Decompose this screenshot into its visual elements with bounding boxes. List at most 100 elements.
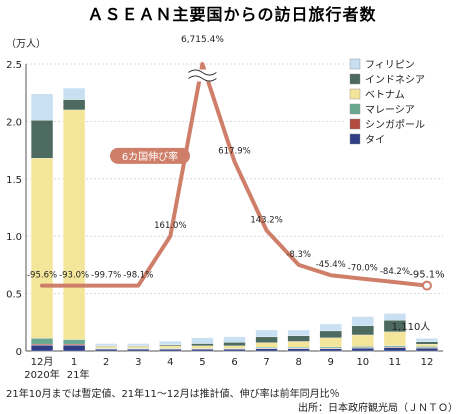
bar-segment <box>159 341 182 345</box>
legend-label: シンガポール <box>365 119 425 131</box>
bar-segment <box>191 349 214 352</box>
x-tick-label: 8 <box>295 357 301 368</box>
legend-swatch <box>349 58 361 70</box>
bar-segment <box>383 331 406 346</box>
axis-break-mark <box>188 69 217 76</box>
growth-line-labels: -95.6% -93.0% -99.7% -98.1% 161.0% 6,715.4% 61… <box>27 35 445 281</box>
legend-background <box>344 56 454 152</box>
legend-label: ベトナム <box>365 89 405 101</box>
bar-segment <box>127 349 150 352</box>
bar-segment <box>30 120 54 159</box>
source-note: 出所：日本政府観光局（ＪＮＴＯ） <box>298 401 458 414</box>
x-tick-label: 11 <box>389 357 402 368</box>
bar-segment <box>383 347 406 352</box>
bar-segment <box>415 347 439 352</box>
bar-segment <box>191 345 214 349</box>
y-tick-labels: 0 0.5 1.0 1.5 2.0 2.5 <box>6 60 22 358</box>
legend-label: フィリピン <box>365 59 415 71</box>
growth-rate-label: -8.3% <box>286 250 311 260</box>
legend-swatch <box>349 133 361 145</box>
bar-segment <box>415 343 439 347</box>
y-tick-label: 2.0 <box>6 117 22 128</box>
bar-segment <box>351 325 374 336</box>
legend-label: インドネシア <box>365 74 425 86</box>
bar-segment <box>30 157 54 339</box>
bar-segment <box>159 345 182 349</box>
y-tick-label: 1.5 <box>6 175 22 186</box>
x-year-label: 2020年 <box>24 368 59 381</box>
bar-segment <box>95 346 118 349</box>
bar-segment <box>319 337 342 348</box>
growth-line-end-marker <box>421 280 432 291</box>
bar-segment <box>255 329 278 338</box>
y-tick-label: 2.5 <box>6 60 22 71</box>
bar-segment <box>351 334 374 347</box>
last-bar-label: 1,110人 <box>392 321 431 333</box>
bar-segment <box>351 346 374 348</box>
bar-segment <box>223 342 246 346</box>
bar-segment <box>63 339 86 345</box>
x-year-label: 21年 <box>67 368 90 381</box>
bar-segment <box>63 343 86 346</box>
legend-swatch <box>349 73 361 85</box>
x-tick-label: 7 <box>263 357 269 368</box>
bar-segment <box>63 345 86 352</box>
legend-label: マレーシア <box>365 105 415 116</box>
x-tick-label: 12月 <box>31 356 54 368</box>
bar-segment <box>287 341 310 348</box>
growth-rate-label: -45.4% <box>316 260 346 270</box>
growth-rate-label: -95.1% <box>409 270 444 281</box>
x-tick-label: 5 <box>199 357 205 368</box>
bar-segment <box>383 345 406 348</box>
bar-segment <box>95 343 118 346</box>
bar-segment <box>159 349 182 352</box>
growth-rate-label: -99.7% <box>91 271 121 281</box>
bar-segment <box>95 349 118 352</box>
bar-segment <box>319 348 342 352</box>
bar-segment <box>319 330 342 338</box>
growth-line-path <box>40 62 429 288</box>
growth-line-label-badge <box>110 147 190 164</box>
y-tick-label: 0.5 <box>6 290 22 301</box>
bar-segment <box>223 345 246 349</box>
bar-segment <box>63 99 86 111</box>
growth-rate-label: 143.2% <box>250 215 282 225</box>
bar-segment <box>255 348 278 352</box>
bar-segment <box>191 343 214 346</box>
growth-rate-label: 161.0% <box>154 221 186 231</box>
bar-segment <box>383 313 406 321</box>
legend-swatch <box>349 88 361 100</box>
bar-segment <box>30 93 54 121</box>
bar-segment <box>287 335 310 342</box>
legend-swatch <box>349 118 361 130</box>
bar-segment <box>287 348 310 352</box>
x-tick-label: 9 <box>328 357 334 368</box>
x-tick-label: 6 <box>231 357 237 368</box>
x-tick-label: 4 <box>167 357 173 368</box>
bar-segment <box>255 342 278 348</box>
bar-segment <box>255 336 278 343</box>
axis-break-mark <box>188 75 217 82</box>
bar-segment <box>287 329 310 336</box>
growth-line: 6カ国伸び率 <box>40 62 432 291</box>
legend-swatch <box>349 103 361 115</box>
x-tick-label: 3 <box>135 357 141 368</box>
bar-segment <box>191 337 214 344</box>
growth-line-label: 6カ国伸び率 <box>122 150 178 163</box>
bar-segment <box>415 346 439 348</box>
chart-title: ＡＳＥＡＮ主要国からの訪日旅行者数 <box>87 5 376 24</box>
x-tick-label: 1 <box>71 357 77 368</box>
y-tick-label: 0 <box>16 347 22 358</box>
bar-segment <box>319 323 342 332</box>
growth-rate-label: -70.0% <box>348 264 378 274</box>
legend-label: タイ <box>365 134 385 146</box>
bar-segment <box>415 341 439 345</box>
x-tick-label: 10 <box>356 357 369 368</box>
axis-break-gap <box>188 69 217 82</box>
growth-rate-label: -95.6% <box>27 271 57 281</box>
bar-segment <box>351 347 374 352</box>
bar-segment <box>159 344 182 346</box>
